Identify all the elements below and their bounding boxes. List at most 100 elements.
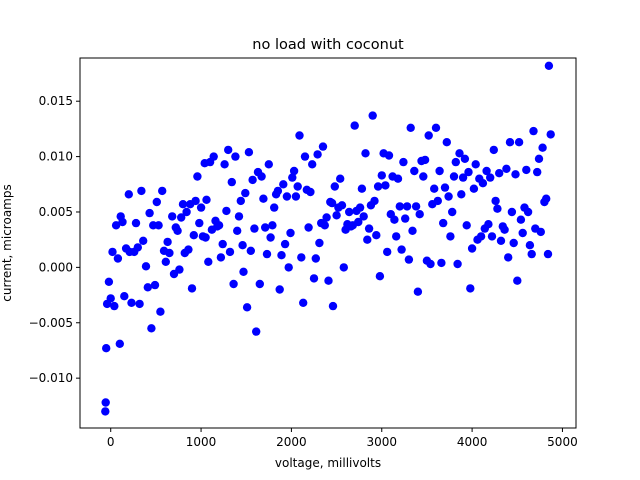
data-point-121 bbox=[315, 238, 324, 248]
y-tick-label: 0.000 bbox=[39, 260, 73, 274]
data-point-194 bbox=[446, 232, 455, 241]
data-point-69 bbox=[222, 206, 231, 216]
data-point-23 bbox=[139, 236, 148, 245]
data-point-238 bbox=[525, 241, 535, 250]
data-point-159 bbox=[383, 247, 392, 257]
data-point-170 bbox=[402, 202, 412, 211]
data-point-29 bbox=[150, 280, 160, 290]
data-point-31 bbox=[154, 221, 163, 230]
data-point-93 bbox=[264, 160, 273, 169]
data-point-151 bbox=[368, 111, 377, 120]
data-point-155 bbox=[375, 272, 385, 281]
data-point-54 bbox=[196, 203, 206, 212]
x-tick-label: 3000 bbox=[366, 435, 397, 449]
data-point-126 bbox=[324, 276, 333, 285]
data-point-248 bbox=[543, 249, 553, 259]
data-point-171 bbox=[404, 255, 414, 264]
data-point-239 bbox=[527, 249, 536, 259]
data-point-176 bbox=[413, 287, 423, 296]
data-point-101 bbox=[279, 180, 288, 189]
data-point-222 bbox=[496, 236, 506, 245]
data-point-247 bbox=[542, 194, 551, 203]
data-point-53 bbox=[195, 218, 204, 228]
data-point-30 bbox=[152, 197, 161, 207]
data-point-58 bbox=[202, 195, 211, 204]
data-point-231 bbox=[513, 276, 522, 285]
data-point-116 bbox=[306, 187, 315, 197]
x-tick-label: 1000 bbox=[186, 435, 217, 449]
data-point-89 bbox=[257, 172, 266, 181]
data-point-79 bbox=[239, 267, 248, 276]
data-point-234 bbox=[518, 228, 527, 238]
data-point-6 bbox=[108, 247, 117, 257]
data-point-229 bbox=[509, 238, 518, 248]
data-point-99 bbox=[275, 285, 284, 294]
data-point-78 bbox=[238, 241, 247, 250]
data-point-185 bbox=[430, 184, 439, 193]
data-point-211 bbox=[476, 232, 486, 241]
data-point-236 bbox=[522, 165, 531, 175]
data-point-46 bbox=[182, 207, 191, 217]
data-point-240 bbox=[529, 126, 538, 136]
data-point-228 bbox=[507, 207, 517, 217]
points-layer bbox=[101, 61, 555, 416]
data-point-120 bbox=[313, 150, 322, 159]
data-point-243 bbox=[534, 154, 544, 163]
y-axis-ticks: −0.010 −0.005 0.000 0.005 0.010 0.015 bbox=[29, 94, 80, 385]
data-point-212 bbox=[478, 179, 488, 188]
data-point-59 bbox=[204, 257, 213, 266]
data-point-244 bbox=[536, 227, 545, 237]
data-point-108 bbox=[291, 192, 301, 201]
data-point-73 bbox=[229, 279, 238, 289]
data-point-49 bbox=[187, 284, 197, 293]
data-point-224 bbox=[500, 225, 509, 234]
data-point-115 bbox=[304, 223, 313, 232]
data-point-25 bbox=[143, 283, 152, 292]
data-point-219 bbox=[491, 196, 500, 206]
data-point-72 bbox=[227, 177, 236, 187]
data-point-196 bbox=[449, 172, 459, 181]
data-point-62 bbox=[209, 152, 218, 161]
data-point-37 bbox=[165, 248, 174, 258]
data-point-50 bbox=[189, 231, 198, 240]
data-point-100 bbox=[277, 251, 286, 260]
data-point-77 bbox=[236, 196, 245, 206]
data-point-33 bbox=[158, 186, 167, 196]
data-point-118 bbox=[309, 274, 319, 283]
data-point-74 bbox=[231, 152, 240, 161]
data-point-186 bbox=[431, 123, 441, 132]
data-point-12 bbox=[118, 217, 127, 227]
data-point-237 bbox=[523, 207, 533, 217]
x-tick-label: 0 bbox=[107, 435, 115, 449]
data-point-148 bbox=[363, 235, 372, 244]
data-point-177 bbox=[415, 210, 424, 219]
data-point-113 bbox=[300, 152, 310, 161]
data-point-156 bbox=[377, 171, 386, 180]
data-point-84 bbox=[248, 175, 257, 185]
data-point-205 bbox=[466, 284, 475, 293]
data-point-154 bbox=[373, 182, 383, 191]
data-point-125 bbox=[322, 213, 331, 222]
data-point-103 bbox=[282, 192, 292, 201]
data-point-94 bbox=[266, 233, 275, 242]
data-point-47 bbox=[184, 245, 193, 254]
data-point-218 bbox=[489, 145, 498, 155]
data-point-144 bbox=[355, 203, 365, 212]
data-point-233 bbox=[516, 215, 526, 224]
data-point-169 bbox=[401, 214, 410, 223]
data-point-111 bbox=[297, 253, 306, 262]
data-point-191 bbox=[440, 183, 450, 192]
data-point-51 bbox=[191, 196, 200, 206]
data-point-249 bbox=[544, 61, 554, 70]
data-point-173 bbox=[408, 226, 417, 235]
data-point-70 bbox=[224, 145, 233, 155]
data-point-220 bbox=[493, 204, 502, 213]
data-point-182 bbox=[424, 131, 433, 140]
data-point-22 bbox=[137, 186, 146, 196]
data-point-27 bbox=[147, 324, 156, 333]
data-point-183 bbox=[426, 259, 435, 269]
data-point-202 bbox=[460, 154, 470, 163]
data-point-17 bbox=[127, 298, 136, 307]
data-point-96 bbox=[270, 203, 279, 212]
